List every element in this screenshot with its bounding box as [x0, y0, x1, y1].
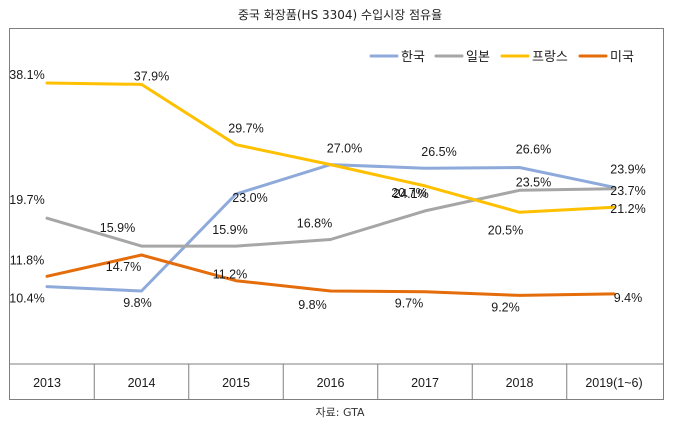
data-label: 23.7% [610, 184, 645, 198]
x-tick-label: 2019(1~6) [585, 376, 642, 390]
data-label: 9.4% [614, 291, 643, 305]
data-label: 37.9% [134, 69, 169, 83]
data-label: 38.1% [9, 68, 44, 82]
x-tick-label: 2013 [33, 376, 61, 390]
data-label: 15.9% [100, 221, 135, 235]
data-label: 9.2% [491, 300, 520, 314]
data-label: 19.7% [9, 193, 44, 207]
data-label: 26.5% [421, 145, 456, 159]
data-label: 9.8% [123, 296, 152, 310]
chart-title: 중국 화장품(HS 3304) 수입시장 점유율 [237, 8, 443, 22]
data-label: 21.2% [610, 202, 645, 216]
x-tick-label: 2017 [411, 376, 439, 390]
legend-label: 일본 [466, 50, 490, 65]
data-label: 14.7% [106, 260, 141, 274]
series-line-3 [45, 253, 616, 297]
x-tick-label: 2016 [317, 376, 345, 390]
data-label: 23.9% [610, 162, 645, 176]
data-label: 20.5% [488, 223, 523, 237]
data-label: 24.1% [393, 187, 428, 201]
series-line-2 [45, 81, 616, 214]
legend-label: 프랑스 [532, 50, 568, 65]
x-tick-label: 2015 [222, 376, 250, 390]
data-label: 11.2% [213, 268, 248, 282]
legend-label: 미국 [610, 50, 634, 65]
data-label: 27.0% [327, 142, 362, 156]
data-label: 15.9% [212, 223, 247, 237]
source-note: 자료: GTA [315, 406, 365, 419]
data-label: 9.8% [298, 298, 327, 312]
data-label: 11.8% [10, 253, 45, 267]
x-tick-label: 2014 [128, 376, 156, 390]
series-line-1 [45, 187, 616, 248]
data-label: 20.7% [391, 186, 426, 200]
data-label: 23.5% [516, 175, 551, 189]
data-label: 29.7% [228, 122, 263, 136]
data-label: 16.8% [297, 217, 332, 231]
legend-label: 한국 [401, 50, 425, 65]
chart-frame [9, 28, 664, 400]
data-label: 26.6% [516, 142, 551, 156]
x-tick-label: 2018 [506, 376, 534, 390]
data-label: 9.7% [395, 297, 424, 311]
data-label: 10.4% [9, 292, 44, 306]
data-label: 23.0% [232, 191, 267, 205]
